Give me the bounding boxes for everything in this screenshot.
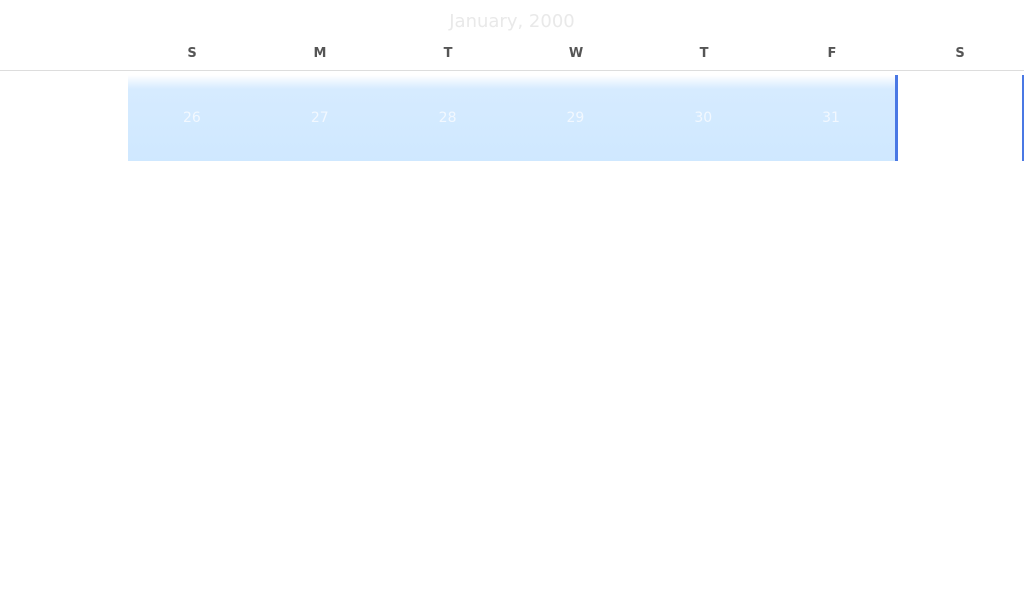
- selected-date-range[interactable]: 26 27 28 29 30 31: [128, 75, 898, 161]
- weekday-tuesday: T: [443, 46, 453, 61]
- weekday-sunday: S: [187, 46, 197, 61]
- weekday-saturday: S: [955, 46, 965, 61]
- day-cell-26[interactable]: 26: [183, 110, 201, 126]
- day-cell-31[interactable]: 31: [822, 110, 840, 126]
- day-cell-29[interactable]: 29: [566, 110, 585, 126]
- weekday-friday: F: [827, 46, 837, 61]
- weekday-wednesday: W: [568, 46, 584, 61]
- weekday-thursday: T: [699, 46, 709, 61]
- header-divider: [0, 70, 1024, 71]
- day-cell-30[interactable]: 30: [694, 110, 713, 126]
- day-cell-28[interactable]: 28: [438, 110, 457, 126]
- week-row: 26 27 28 29 30 31: [128, 75, 1024, 161]
- weekday-monday: M: [313, 46, 327, 61]
- weekday-header: S M T W T F S: [128, 44, 1024, 64]
- month-title: January, 2000: [449, 11, 575, 32]
- day-cell-27[interactable]: 27: [310, 110, 329, 126]
- day-cell-empty[interactable]: [898, 75, 1024, 161]
